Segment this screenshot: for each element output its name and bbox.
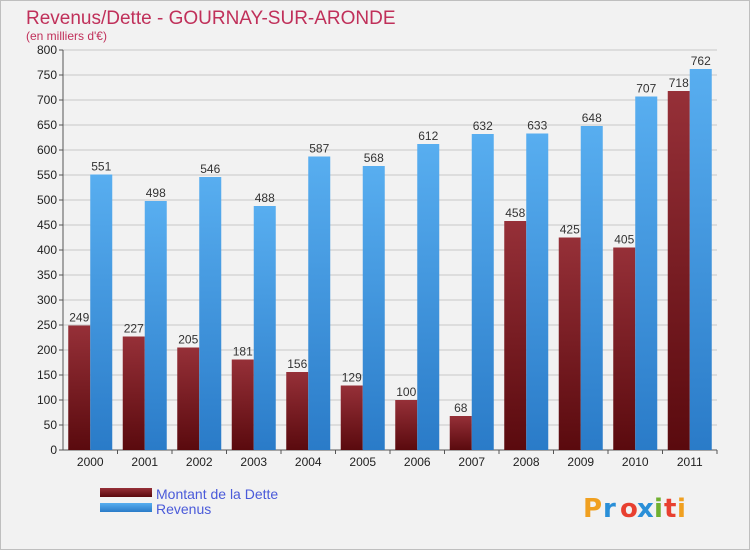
bars (68, 69, 712, 450)
data-label-debt: 129 (342, 371, 362, 385)
data-label-revenus: 488 (255, 191, 275, 205)
x-tick-label: 2006 (404, 455, 431, 469)
y-tick-label: 350 (37, 268, 57, 282)
data-label-revenus: 551 (91, 160, 111, 174)
legend-swatch-revenus (100, 503, 152, 512)
y-tick-label: 600 (37, 143, 57, 157)
x-tick-label: 2000 (77, 455, 104, 469)
y-tick-label: 800 (37, 43, 57, 57)
data-label-revenus: 612 (418, 129, 438, 143)
bar-revenus (526, 133, 549, 450)
bar-debt (340, 385, 363, 450)
x-tick-label: 2001 (131, 455, 158, 469)
y-tick-label: 450 (37, 218, 57, 232)
bar-revenus (635, 96, 658, 450)
y-tick-label: 300 (37, 293, 57, 307)
bar-revenus (308, 156, 331, 450)
bar-debt (231, 359, 254, 450)
data-label-revenus: 648 (582, 111, 602, 125)
bar-revenus (471, 134, 494, 450)
data-label-revenus: 762 (691, 54, 711, 68)
data-label-debt: 425 (560, 223, 580, 237)
legend: Montant de la Dette Revenus (100, 486, 278, 517)
x-tick-label: 2008 (513, 455, 540, 469)
x-tick-label: 2007 (458, 455, 485, 469)
logo-letter: t (664, 494, 676, 524)
bar-revenus (90, 174, 113, 450)
y-tick-label: 0 (50, 443, 57, 457)
chart-title: Revenus/Dette - GOURNAY-SUR-ARONDE (26, 8, 396, 29)
data-label-revenus: 707 (636, 82, 656, 96)
logo-letter: i (654, 494, 663, 524)
y-tick-label: 50 (44, 418, 58, 432)
bar-revenus (253, 206, 276, 450)
bar-debt (667, 91, 690, 450)
data-label-debt: 718 (669, 76, 689, 90)
axes: 0 50 100 150 200 250 300 350 400 450 500 550 600 650 7… (37, 43, 718, 469)
data-label-debt: 181 (233, 345, 253, 359)
bar-debt (68, 325, 91, 450)
chart-subtitle: (en milliers d'€) (26, 29, 107, 43)
data-label-debt: 100 (396, 385, 416, 399)
x-tick-label: 2004 (295, 455, 322, 469)
legend-swatch-debt (100, 488, 152, 497)
data-label-debt: 227 (124, 322, 144, 336)
logo-letter: x (637, 494, 654, 524)
bar-debt (286, 372, 309, 450)
x-tick-label: 2011 (677, 455, 703, 469)
data-label-revenus: 498 (146, 186, 166, 200)
y-tick-label: 700 (37, 93, 57, 107)
bar-revenus (689, 69, 712, 450)
x-tick-label: 2003 (240, 455, 267, 469)
logo-letter: r (603, 494, 616, 524)
y-tick-label: 200 (37, 343, 57, 357)
y-tick-label: 500 (37, 193, 57, 207)
bar-revenus (580, 126, 603, 450)
data-labels: 249 551 227 498 205 546 181 488 156 587 129 568 100 6… (69, 54, 711, 415)
legend-label-debt: Montant de la Dette (156, 486, 278, 502)
y-tick-label: 250 (37, 318, 57, 332)
bar-revenus (362, 166, 385, 450)
grid (63, 49, 717, 451)
data-label-debt: 458 (505, 206, 525, 220)
legend-label-revenus: Revenus (156, 501, 211, 517)
x-tick-label: 2010 (622, 455, 649, 469)
logo-letter: o (620, 494, 638, 524)
logo-letter: P (583, 494, 602, 524)
bar-debt (177, 347, 200, 450)
data-label-debt: 68 (454, 401, 468, 415)
bar-revenus (144, 201, 167, 450)
y-tick-label: 650 (37, 118, 57, 132)
bar-revenus (417, 144, 440, 450)
bar-debt (613, 247, 636, 450)
bar-debt (122, 336, 145, 450)
data-label-revenus: 633 (527, 119, 547, 133)
logo-letter: i (677, 494, 686, 524)
data-label-revenus: 568 (364, 151, 384, 165)
data-label-debt: 249 (69, 311, 89, 325)
x-tick-label: 2005 (349, 455, 376, 469)
data-label-revenus: 587 (309, 142, 329, 156)
y-tick-label: 400 (37, 243, 57, 257)
bar-debt (504, 221, 527, 450)
data-label-debt: 156 (287, 357, 307, 371)
x-tick-label: 2002 (186, 455, 213, 469)
data-label-revenus: 546 (200, 162, 220, 176)
y-tick-label: 550 (37, 168, 57, 182)
bar-revenus (199, 177, 222, 450)
y-tick-label: 750 (37, 68, 57, 82)
x-tick-label: 2009 (567, 455, 594, 469)
data-label-debt: 205 (178, 333, 198, 347)
data-label-debt: 405 (614, 233, 634, 247)
y-tick-label: 150 (37, 368, 57, 382)
bar-debt (395, 400, 418, 450)
data-label-revenus: 632 (473, 119, 493, 133)
y-tick-label: 100 (37, 393, 57, 407)
bar-debt (449, 416, 472, 450)
bar-debt (558, 237, 581, 450)
